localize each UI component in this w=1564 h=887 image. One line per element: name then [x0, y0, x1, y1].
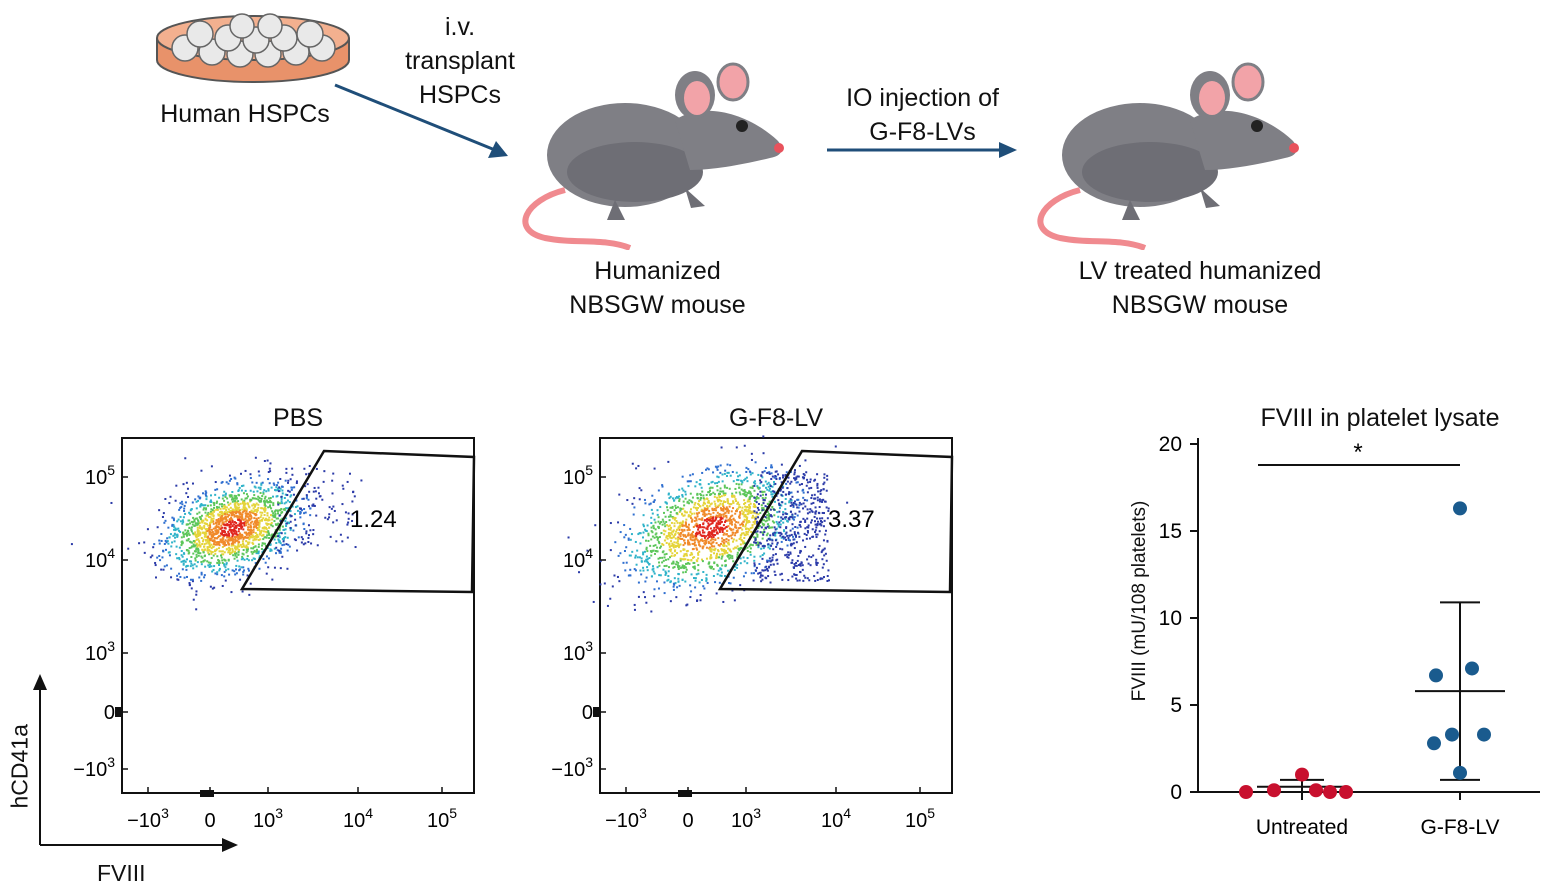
y-tick-label: −103 [551, 754, 593, 781]
data-point [1267, 783, 1281, 798]
y-tick-label: −103 [73, 754, 115, 781]
gate-percent: 3.37 [828, 506, 875, 533]
data-point [1465, 661, 1479, 676]
x-tick-label: 103 [731, 805, 761, 832]
panel-title: G-F8-LV [729, 404, 823, 432]
x-tick-label: 0 [682, 810, 693, 832]
data-point [1339, 785, 1353, 799]
y-tick-label: 104 [85, 545, 115, 572]
petri-dish-icon [156, 13, 350, 83]
plot-frame [599, 437, 953, 794]
data-point [1429, 668, 1443, 683]
y-tick-label: 5 [1170, 694, 1182, 717]
x-tick-label: G-F8-LV [1421, 816, 1500, 839]
x-tick-label: 105 [427, 805, 457, 832]
fviii-dot-chart: 0 5 10 15 20 Untreated G-F8-LV * [1159, 433, 1540, 839]
y-tick-label: 104 [563, 545, 593, 572]
x-tick-label: 104 [343, 805, 373, 832]
flow-plot-gf8lv: 3.37 105 104 103 0 −103 −103 0 103 104 105 [551, 435, 954, 832]
y-axis-title: FVIII (mU/108 platelets) [1129, 500, 1150, 702]
y-tick-label: 103 [85, 638, 115, 665]
y-tick-label: 0 [104, 702, 115, 724]
hspc-label: Human HSPCs [160, 100, 330, 128]
mouse-icon [522, 62, 784, 250]
x-tick-label: 104 [821, 805, 851, 832]
gate-polygon [717, 449, 954, 594]
y-tick-label: 103 [563, 638, 593, 665]
data-point [1323, 785, 1337, 799]
y-tick-label: 10 [1159, 607, 1182, 630]
injection-arrow-icon [827, 142, 1017, 158]
y-tick-label: 0 [1170, 781, 1182, 804]
x-tick-label: 105 [905, 805, 935, 832]
data-point [1427, 736, 1441, 751]
gate-percent: 1.24 [350, 506, 397, 533]
plot-frame [121, 437, 475, 794]
data-point [1445, 727, 1459, 742]
x-tick-label: −103 [127, 805, 169, 832]
mouse2-label: LV treated humanized NBSGW mouse [1078, 257, 1322, 319]
data-point [1309, 783, 1323, 798]
y-tick-label: 0 [582, 702, 593, 724]
mouse-icon [1037, 62, 1299, 250]
data-point [1453, 765, 1467, 780]
data-point [1239, 785, 1253, 799]
x-tick-label: Untreated [1256, 816, 1348, 839]
chart-title: FVIII in platelet lysate [1260, 404, 1500, 432]
y-tick-label: 20 [1159, 433, 1182, 456]
injection-label: IO injection of G-F8-LVs [846, 84, 999, 146]
y-tick-label: 105 [563, 462, 593, 489]
y-axis-label: hCD41a [6, 724, 33, 809]
significance-star: * [1353, 439, 1362, 466]
panel-title: PBS [272, 404, 324, 432]
mouse1-label: Humanized NBSGW mouse [569, 257, 746, 319]
x-tick-label: 0 [204, 810, 215, 832]
transplant-label: i.v. transplant HSPCs [405, 13, 515, 109]
flow-plot-pbs: 1.24 105 104 103 0 −103 −103 0 103 104 105 [70, 437, 476, 832]
transplant-arrow-icon [334, 83, 508, 158]
y-tick-label: 105 [85, 462, 115, 489]
data-point [1453, 501, 1467, 516]
axis-arrows [33, 674, 238, 852]
x-tick-label: 103 [253, 805, 283, 832]
data-point [1477, 727, 1491, 742]
data-point [1295, 767, 1309, 782]
x-axis-label: FVIII [97, 860, 146, 886]
y-tick-label: 15 [1159, 520, 1182, 543]
gate-polygon [239, 449, 476, 594]
x-tick-label: −103 [605, 805, 647, 832]
